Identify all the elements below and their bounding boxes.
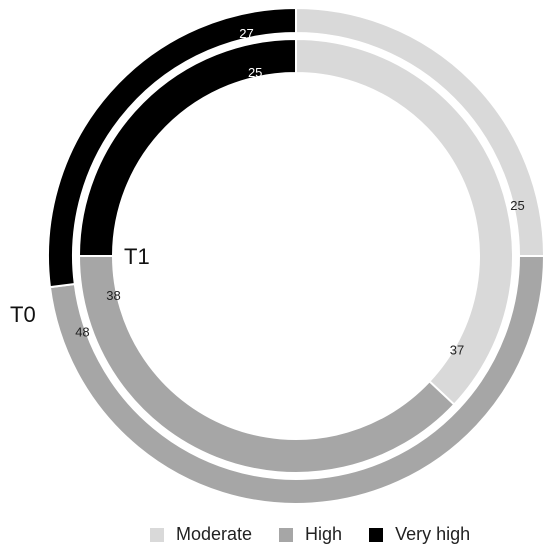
t0-label-very-high: 27 (239, 26, 253, 41)
legend-label-very-high: Very high (395, 524, 471, 544)
t0-label-moderate: 25 (510, 198, 524, 213)
t1-label-high: 38 (106, 288, 120, 303)
legend-label-high: High (305, 524, 343, 544)
legend-swatch-high (279, 527, 294, 542)
t0-label-high: 48 (75, 324, 89, 339)
legend-item-very-high: Very high (369, 524, 470, 545)
legend-swatch-moderate (150, 527, 164, 542)
t0-slice-very-high (47, 6, 297, 289)
legend-item-high: High (279, 524, 342, 545)
t1-label-very-high: 25 (248, 65, 262, 80)
t1-label-moderate: 37 (450, 343, 464, 358)
legend: Moderate High Very high (150, 524, 470, 545)
legend-item-moderate: Moderate (150, 524, 252, 545)
t1-slice-very-high (77, 37, 297, 257)
inner-ring-label: T1 (124, 244, 150, 269)
legend-label-moderate: Moderate (176, 524, 253, 544)
outer-ring-label: T0 (10, 302, 36, 327)
legend-swatch-very-high (369, 527, 384, 542)
